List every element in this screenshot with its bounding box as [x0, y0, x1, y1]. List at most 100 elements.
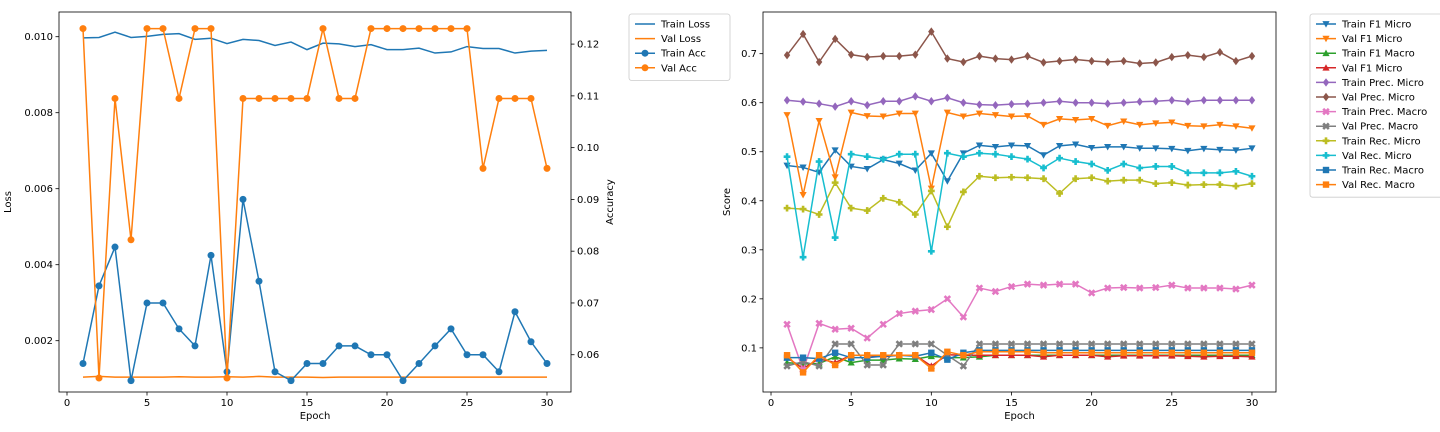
chart2-data-point	[895, 198, 903, 206]
chart2-data-point	[1216, 181, 1224, 188]
chart1-xtick-label: 10	[221, 398, 234, 409]
chart1-right-ytick-label: 0.08	[577, 247, 599, 258]
chart1-data-point	[511, 308, 519, 316]
chart2-series-7	[783, 280, 1256, 374]
chart2-data-point	[1120, 118, 1128, 125]
chart2-series-line	[786, 343, 1252, 368]
chart2-legend-label: Val Prec. Macro	[1342, 122, 1418, 133]
chart2-data-point	[1056, 349, 1063, 356]
chart1-data-point	[95, 282, 103, 290]
chart2-data-point	[912, 352, 919, 359]
chart2-legend-marker	[1322, 35, 1330, 43]
chart2-series-1	[783, 141, 1256, 185]
chart2-data-point	[911, 211, 919, 218]
chart2-data-point	[911, 150, 919, 158]
chart2-data-point	[1152, 283, 1160, 292]
chart2-data-point	[1008, 173, 1015, 181]
chart1-data-point	[447, 25, 455, 33]
chart2-data-point	[1104, 57, 1111, 67]
chart1-data-point	[383, 351, 391, 359]
chart1-xtick-label: 20	[381, 398, 394, 409]
chart2-data-point	[783, 320, 791, 329]
chart2-data-point	[943, 109, 951, 117]
chart2-data-point	[863, 334, 871, 342]
chart2-data-point	[1232, 285, 1240, 293]
chart2-data-point	[1200, 123, 1208, 130]
chart2-data-point	[831, 34, 839, 44]
chart2-xtick-label: 15	[1005, 398, 1018, 409]
chart1-data-point	[159, 25, 167, 33]
chart1-xtick-label: 25	[461, 398, 474, 409]
chart2-data-point	[944, 356, 951, 363]
chart2-data-point	[880, 51, 887, 61]
chart2-data-point	[992, 348, 999, 355]
chart2-data-point	[847, 204, 855, 212]
chart2-legend-label: Val Rec. Micro	[1342, 151, 1412, 162]
chart2-data-point	[1023, 142, 1032, 150]
chart2-data-point	[943, 178, 951, 185]
chart2-data-point	[799, 369, 807, 376]
chart1-data-point	[351, 94, 359, 102]
chart1-data-point	[159, 299, 167, 307]
chart2-data-point	[1152, 180, 1160, 188]
chart2-data-point	[1104, 166, 1112, 174]
chart2-data-point	[863, 207, 871, 214]
chart2-data-point	[991, 340, 1000, 348]
chart1-series-1	[82, 31, 548, 54]
chart2-ytick-label: 0.6	[741, 98, 757, 109]
chart2-legend-marker	[1322, 181, 1330, 188]
chart2-data-point	[1248, 349, 1256, 356]
chart2-legend-marker	[1322, 107, 1330, 116]
chart2-data-point	[928, 97, 935, 106]
chart2-xtick-label: 25	[1165, 398, 1178, 409]
chart2-data-point	[1152, 349, 1159, 356]
chart2-legend-label: Train Prec. Micro	[1341, 78, 1424, 89]
chart1-series-line	[82, 375, 547, 379]
chart1-data-point	[127, 377, 135, 385]
chart2-data-point	[815, 362, 823, 370]
chart2-data-point	[1023, 340, 1032, 348]
chart2-data-point	[1007, 282, 1016, 291]
chart2-data-point	[847, 97, 855, 106]
chart2-data-point	[831, 340, 839, 348]
chart2-data-point	[831, 349, 839, 356]
chart2-data-point	[815, 117, 823, 125]
chart2-data-point	[879, 155, 887, 163]
chart1-data-point	[495, 368, 503, 376]
chart2-data-point	[1023, 113, 1032, 120]
chart2-data-point	[1184, 340, 1192, 348]
chart1-data-point	[479, 351, 487, 359]
chart2-data-point	[895, 150, 903, 158]
chart2-data-point	[992, 174, 999, 182]
chart1-data-point	[303, 360, 311, 368]
chart2-data-point	[1184, 349, 1192, 356]
chart2-data-point	[1136, 59, 1143, 68]
chart2-data-point	[976, 149, 983, 157]
chart2-data-point	[1248, 281, 1256, 289]
chart2-data-point	[976, 348, 983, 355]
chart2-data-point	[976, 100, 983, 109]
chart2-data-point	[1040, 349, 1047, 356]
chart1-data-point	[255, 94, 263, 102]
chart1-data-point	[383, 25, 391, 33]
chart2-ytick-label: 0.5	[741, 147, 757, 158]
chart2-data-point	[799, 354, 807, 361]
chart2-data-point	[1248, 340, 1256, 348]
chart2-data-point	[1184, 181, 1192, 189]
chart2-data-point	[927, 150, 935, 157]
chart1-series-line	[82, 199, 548, 382]
chart1-data-point	[399, 377, 407, 385]
chart1-left-ytick-label: 0.006	[24, 184, 53, 195]
chart2-data-point	[1056, 56, 1063, 66]
chart1-legend-marker	[641, 64, 649, 72]
chart2-data-point	[976, 172, 983, 180]
chart2-data-point	[1008, 348, 1015, 355]
chart1-series-2	[82, 375, 547, 379]
chart2-data-point	[1039, 152, 1048, 159]
chart2-data-point	[943, 223, 951, 231]
chart2-data-point	[1200, 349, 1208, 356]
chart2-data-point	[847, 109, 855, 117]
chart2-data-point	[1200, 169, 1208, 177]
chart2-data-point	[1119, 340, 1128, 348]
chart2-data-point	[927, 187, 935, 195]
